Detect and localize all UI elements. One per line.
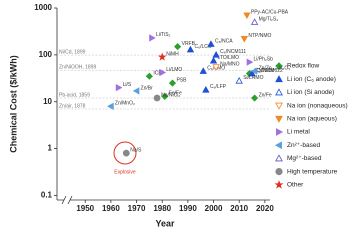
data-point bbox=[248, 69, 256, 77]
point-label: Fe/Fe bbox=[169, 91, 182, 97]
data-point bbox=[132, 87, 140, 95]
legend-marker bbox=[275, 88, 283, 96]
x-tick-label: 1960 bbox=[102, 204, 120, 213]
data-point bbox=[199, 67, 207, 74]
point-label: Zn/Fe bbox=[259, 92, 272, 98]
legend-marker bbox=[275, 75, 283, 83]
data-point bbox=[153, 94, 161, 102]
point-label: Li/S bbox=[123, 82, 132, 88]
y-tick-label: 1 bbox=[48, 144, 53, 153]
y-tick-label: 100 bbox=[39, 50, 53, 59]
legend-marker bbox=[275, 102, 283, 110]
point-label: Zn/Br bbox=[141, 85, 154, 91]
legend-label: Li ion (Si anode) bbox=[287, 89, 334, 96]
data-point bbox=[161, 92, 169, 100]
point-label: PSB bbox=[176, 77, 187, 83]
axis-break-gap bbox=[64, 196, 70, 204]
data-point bbox=[159, 68, 167, 77]
reference-label: Ni/Cd, 1899 bbox=[59, 49, 86, 55]
data-point bbox=[209, 56, 218, 64]
x-tick-label: 2020 bbox=[256, 204, 274, 213]
annotation: Explosive bbox=[114, 169, 136, 175]
reference-label: Zn/NiOOH, 1899 bbox=[59, 65, 96, 71]
point-label: Na/S bbox=[130, 147, 142, 153]
legend-marker bbox=[275, 115, 283, 123]
data-point bbox=[243, 12, 251, 20]
x-tick-label: 2010 bbox=[230, 204, 248, 213]
data-point bbox=[250, 67, 258, 75]
point-label: Li/Ph₂Sb bbox=[253, 56, 273, 62]
point-label: Li/LMO bbox=[166, 67, 182, 73]
y-axis-title: Chemical Cost ($/kWh) bbox=[8, 55, 18, 153]
data-point bbox=[235, 76, 243, 84]
x-tick-label: 1950 bbox=[76, 204, 94, 213]
point-label: Li/TiS₂ bbox=[156, 32, 171, 38]
data-point bbox=[107, 102, 114, 110]
legend-label: Mg²⁺-based bbox=[287, 155, 322, 162]
reference-label: Zn/air, 1878 bbox=[59, 103, 86, 109]
legend-label: High temperature bbox=[287, 168, 338, 175]
point-label: ICB bbox=[153, 71, 162, 77]
data-point bbox=[145, 72, 153, 80]
legend-marker bbox=[274, 141, 282, 150]
x-tick-label: 1970 bbox=[128, 204, 146, 213]
data-point bbox=[212, 51, 220, 58]
data-point bbox=[122, 149, 130, 157]
point-label: C₆/NCM111 bbox=[220, 49, 246, 55]
point-label: VRFB bbox=[182, 41, 196, 47]
legend-marker bbox=[275, 168, 283, 176]
data-point bbox=[149, 34, 156, 42]
reference-label: Pb-acid, 1859 bbox=[59, 92, 90, 98]
data-point bbox=[168, 79, 177, 87]
point-label: Si/LRMO bbox=[243, 75, 263, 81]
data-point bbox=[240, 36, 249, 43]
data-point bbox=[246, 58, 254, 66]
legend-marker bbox=[274, 180, 284, 189]
data-point bbox=[174, 43, 182, 51]
data-point bbox=[250, 18, 259, 25]
point-label: Na/NiCl₂ bbox=[161, 92, 180, 98]
data-point bbox=[251, 94, 259, 102]
point-label: PPy-AC/Cu-PBA bbox=[251, 10, 289, 16]
point-label: Zn/MnO₂ bbox=[115, 101, 135, 107]
point-label: Zn/Zn₀.₂₅V₂O₅ bbox=[259, 65, 291, 71]
legend-label: Zn²⁺-based bbox=[287, 142, 320, 149]
legend-marker bbox=[275, 62, 283, 70]
data-point bbox=[207, 40, 215, 47]
y-tick-label: 1000 bbox=[34, 3, 52, 12]
point-label: NTP/NMO bbox=[248, 33, 271, 39]
legend-marker bbox=[275, 154, 283, 162]
hazard-circle bbox=[113, 141, 137, 165]
data-point bbox=[186, 45, 195, 53]
point-label: Na/MNO bbox=[220, 61, 240, 67]
point-label: Mg/Ti₂S₄ bbox=[259, 16, 279, 22]
legend-label: Na ion (aqueous) bbox=[287, 116, 337, 123]
point-label: C₆/LCO bbox=[194, 44, 211, 50]
x-tick-label: 2000 bbox=[205, 204, 223, 213]
y-tick-label: 10 bbox=[43, 97, 52, 106]
x-tick-label: 1980 bbox=[153, 204, 171, 213]
legend-label: Other bbox=[287, 182, 304, 189]
legend-marker bbox=[276, 128, 284, 136]
point-label: C₆/NCM622 bbox=[256, 68, 283, 74]
point-label: NiMH bbox=[166, 51, 179, 57]
axis-break bbox=[61, 195, 67, 205]
legend-label: Redox flow bbox=[287, 63, 319, 70]
point-label: C₆/NCA bbox=[215, 38, 233, 44]
point-label: AQDS/Br bbox=[253, 68, 274, 74]
legend-label: Li ion (C₆ anode) bbox=[287, 76, 336, 83]
point-label: LTO/LMO bbox=[218, 55, 240, 61]
x-axis-title: Year bbox=[155, 218, 175, 228]
legend-label: Li metal bbox=[287, 129, 310, 136]
data-point bbox=[202, 85, 210, 93]
point-label: C₆/LFP bbox=[210, 84, 227, 90]
y-tick-label: 0.1 bbox=[41, 191, 53, 200]
data-point bbox=[212, 64, 220, 71]
legend-label: Na ion (nonaqueous) bbox=[287, 102, 348, 109]
data-point bbox=[157, 52, 167, 61]
axis-break bbox=[67, 195, 73, 205]
data-point bbox=[115, 83, 123, 92]
chart: Explosive Year Chemical Cost ($/kWh) 0.1… bbox=[8, 3, 348, 228]
x-tick-label: 1990 bbox=[179, 204, 197, 213]
